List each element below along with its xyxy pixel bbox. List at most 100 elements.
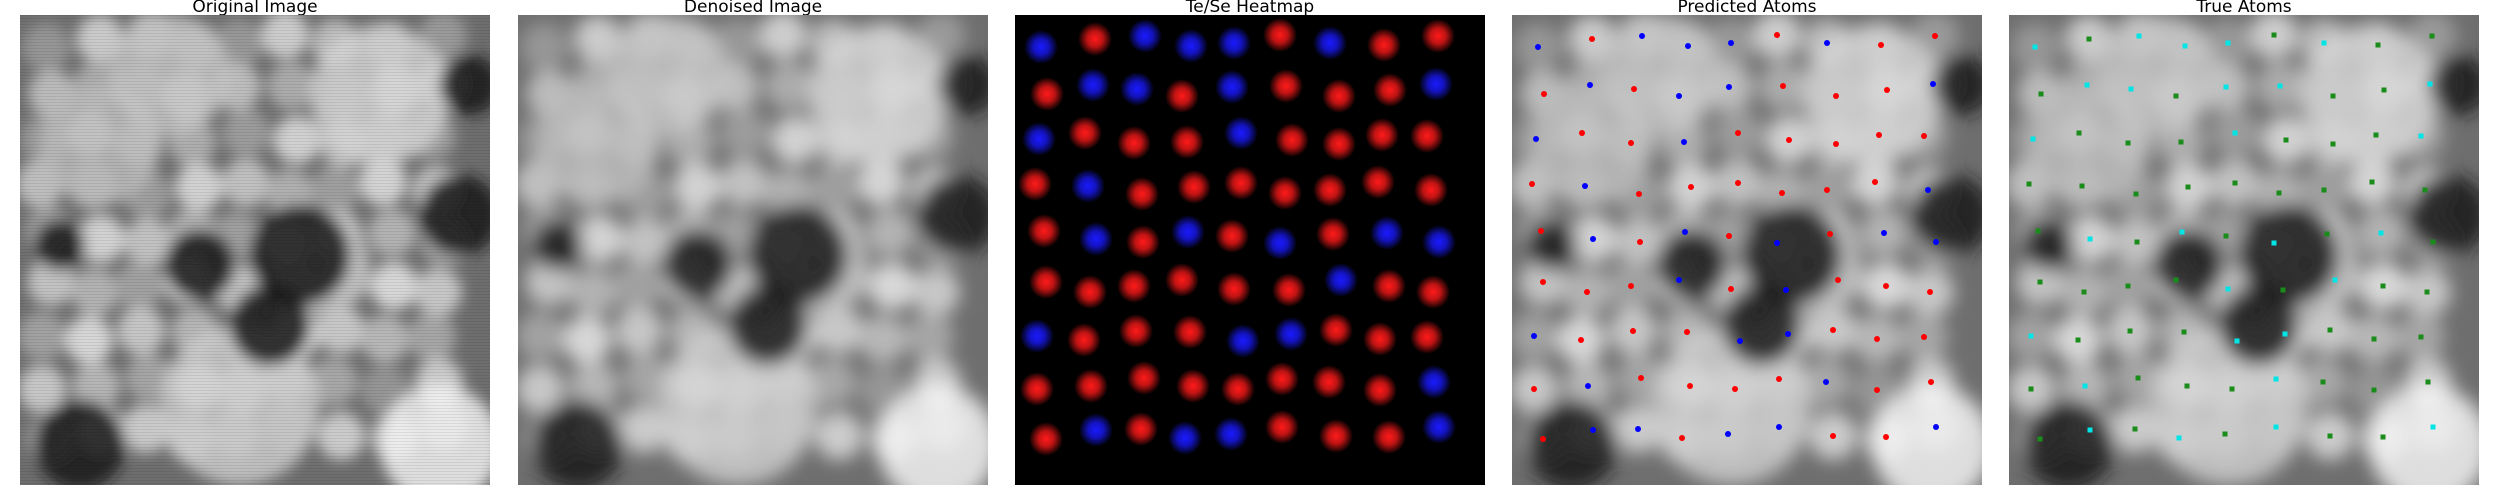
heatmap-spot	[1128, 19, 1162, 53]
predicted-atom-marker	[1636, 191, 1642, 197]
heatmap-spot	[1370, 216, 1404, 250]
heatmap-spot	[1272, 273, 1306, 307]
true-atom-marker	[2280, 287, 2286, 293]
heatmap-spot	[1170, 125, 1204, 159]
true-atom-marker	[2182, 43, 2188, 49]
heatmap-spot	[1020, 372, 1054, 406]
true-atom-marker	[2133, 191, 2139, 197]
true-atom-marker	[2225, 286, 2231, 292]
heatmap-spot	[1275, 123, 1309, 157]
predicted-atom-marker	[1774, 32, 1780, 38]
true-atom-marker	[2380, 283, 2386, 289]
predicted-atom-marker	[1726, 84, 1732, 90]
predicted-atom-marker	[1874, 336, 1880, 342]
true-atom-marker	[2084, 82, 2090, 88]
predicted-atom-marker	[1631, 86, 1637, 92]
true-atom-marker	[2273, 424, 2279, 430]
heatmap-spot	[1126, 225, 1160, 259]
heatmap-spot	[1316, 217, 1350, 251]
true-atom-marker	[2373, 132, 2379, 138]
heatmap-spot	[1215, 219, 1249, 253]
heatmap-spot	[1067, 323, 1101, 357]
true-atom-marker	[2178, 139, 2184, 145]
true-atom-marker	[2037, 279, 2043, 285]
true-atom-marker	[2134, 239, 2140, 245]
true-atom-marker	[2321, 187, 2327, 193]
predicted-atom-marker	[1883, 283, 1889, 289]
heatmap-spot	[1068, 116, 1102, 150]
heatmap-spot	[1422, 225, 1456, 259]
predicted-atom-marker	[1876, 132, 1882, 138]
predicted-atom-marker	[1682, 229, 1688, 235]
true-atom-marker	[2223, 233, 2229, 239]
predicted-atom-marker	[1635, 426, 1641, 432]
true-atom-marker	[2179, 229, 2185, 235]
true-atom-marker	[2330, 141, 2336, 147]
heatmap-spot	[1422, 410, 1456, 444]
heatmap-spot	[1313, 26, 1347, 60]
predicted-atom-marker	[1833, 93, 1839, 99]
true-atom-marker	[2128, 86, 2134, 92]
true-atom-marker	[2273, 376, 2279, 382]
true-atom-marker	[2271, 32, 2277, 38]
heatmap-spot	[1173, 315, 1207, 349]
true-atom-marker	[2136, 33, 2142, 39]
predicted-atom-marker	[1933, 239, 1939, 245]
heatmap-spot	[1117, 269, 1151, 303]
true-atom-marker	[2429, 33, 2435, 39]
predicted-atom-marker	[1824, 40, 1830, 46]
true-atom-marker	[2173, 277, 2179, 283]
true-atom-marker	[2225, 40, 2231, 46]
predicted-atom-marker	[1535, 44, 1541, 50]
heatmap-spot	[1076, 68, 1110, 102]
true-atom-marker	[2418, 133, 2424, 139]
true-atom-marker	[2075, 337, 2081, 343]
true-atom-marker	[2430, 424, 2436, 430]
heatmap-spot	[1078, 22, 1112, 56]
true-atom-marker	[2232, 180, 2238, 186]
heatmap-spot	[1322, 79, 1356, 113]
true-atom-marker	[2327, 433, 2333, 439]
predicted-atom-marker	[1688, 184, 1694, 190]
true-atom-marker	[2076, 130, 2082, 136]
heatmap-spot	[1372, 420, 1406, 454]
panel-true-atoms: True Atoms	[2009, 0, 2479, 485]
true-atom-marker	[2321, 40, 2327, 46]
predicted-atom-marker	[1538, 228, 1544, 234]
heatmap-spot	[1313, 173, 1347, 207]
true-atom-marker	[2277, 83, 2283, 89]
predicted-atom-marker	[1928, 379, 1934, 385]
predicted-atom-marker	[1681, 139, 1687, 145]
true-atom-marker	[2276, 190, 2282, 196]
predicted-atom-marker	[1878, 42, 1884, 48]
heatmap-spot	[1263, 226, 1297, 260]
true-atom-marker	[2222, 431, 2228, 437]
predicted-atom-marker	[1540, 436, 1546, 442]
true-atom-marker	[2430, 239, 2436, 245]
predicted-atom-marker	[1785, 331, 1791, 337]
predicted-atom-marker	[1628, 140, 1634, 146]
panel-title: True Atoms	[2196, 0, 2292, 17]
predicted-atom-marker	[1884, 87, 1890, 93]
predicted-atom-marker	[1684, 329, 1690, 335]
predicted-atom-marker	[1830, 433, 1836, 439]
predicted-atom-marker	[1639, 33, 1645, 39]
true-atom-marker	[2375, 42, 2381, 48]
heatmap-spot	[1127, 361, 1161, 395]
predicted-atoms-image	[1512, 15, 1982, 485]
true-atom-marker	[2079, 183, 2085, 189]
heatmap-spot	[1224, 116, 1258, 150]
heatmap-spot	[1363, 373, 1397, 407]
true-atom-marker	[2327, 327, 2333, 333]
true-atom-marker	[2087, 427, 2093, 433]
true-atom-marker	[2026, 181, 2032, 187]
true-atom-marker	[2369, 179, 2375, 185]
heatmap-spot	[1020, 319, 1054, 353]
true-atom-marker	[2038, 91, 2044, 97]
predicted-atom-marker	[1921, 133, 1927, 139]
predicted-atom-marker	[1541, 91, 1547, 97]
predicted-atom-marker	[1737, 338, 1743, 344]
heatmap-spot	[1367, 28, 1401, 62]
heatmap-spot	[1265, 410, 1299, 444]
predicted-atom-marker	[1930, 81, 1936, 87]
